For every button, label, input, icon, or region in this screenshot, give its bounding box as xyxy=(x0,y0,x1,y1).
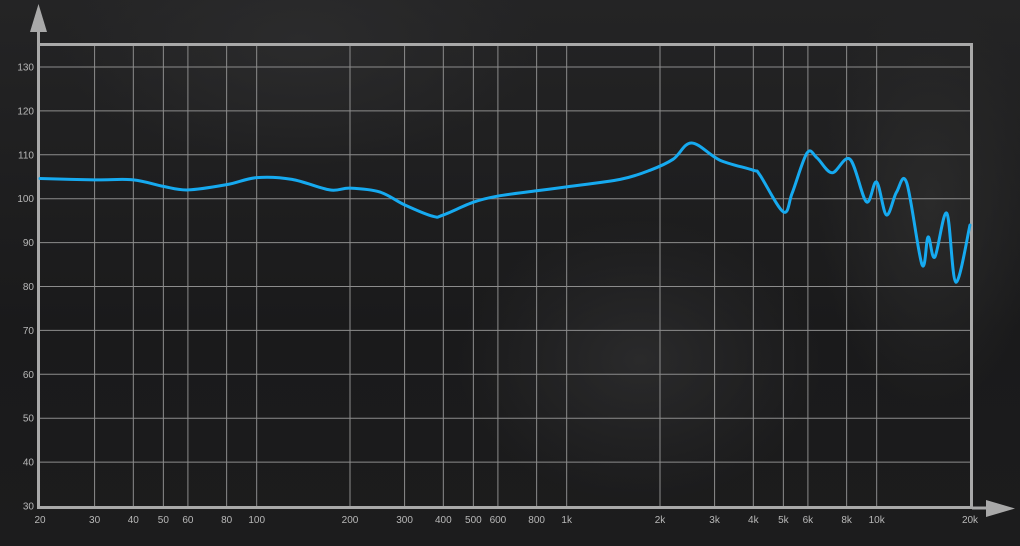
x-tick-label: 400 xyxy=(435,515,452,526)
x-tick-label: 40 xyxy=(128,515,140,526)
x-tick-label: 8k xyxy=(841,515,853,526)
plot-frame xyxy=(37,43,973,509)
y-tick-label: 110 xyxy=(18,150,34,161)
axes xyxy=(30,4,1015,517)
y-tick-label: 100 xyxy=(17,194,34,205)
series xyxy=(38,141,972,284)
x-tick-label: 600 xyxy=(490,515,507,526)
y-axis-arrow-icon xyxy=(30,4,47,32)
x-tick-label: 500 xyxy=(465,515,482,526)
x-tick-label: 6k xyxy=(803,515,815,526)
x-tick-label: 20 xyxy=(34,515,46,526)
x-tick-label: 200 xyxy=(342,515,359,526)
y-tick-label: 30 xyxy=(23,502,35,513)
y-tick-label: 80 xyxy=(23,282,35,293)
x-tick-label: 50 xyxy=(158,515,170,526)
x-tick-label: 80 xyxy=(221,515,233,526)
x-tick-label: 4k xyxy=(748,515,760,526)
x-tick-label: 60 xyxy=(182,515,194,526)
y-tick-label: 40 xyxy=(23,458,35,469)
y-tick-labels: 30 40 50 60 70 80 90 100 110 120 130 xyxy=(17,63,34,513)
x-tick-label: 2k xyxy=(655,515,667,526)
x-tick-label: 20k xyxy=(962,515,979,526)
x-tick-label: 10k xyxy=(869,515,886,526)
y-tick-label: 130 xyxy=(17,63,34,74)
y-tick-label: 90 xyxy=(23,238,35,249)
y-tick-label: 120 xyxy=(17,106,34,117)
y-tick-label: 50 xyxy=(23,414,35,425)
x-tick-label: 1k xyxy=(561,515,573,526)
x-tick-label: 3k xyxy=(709,515,721,526)
grid xyxy=(40,45,970,506)
x-axis-arrow-icon xyxy=(986,500,1015,517)
x-tick-labels: 20 30 40 50 60 80 100 200 300 400 500 600 800 1k 2k 3k 4… xyxy=(34,515,979,526)
y-tick-label: 60 xyxy=(23,370,35,381)
x-tick-label: 100 xyxy=(248,515,265,526)
x-tick-label: 800 xyxy=(528,515,545,526)
x-tick-label: 30 xyxy=(89,515,101,526)
x-tick-label: 5k xyxy=(778,515,790,526)
y-tick-label: 70 xyxy=(23,326,35,337)
frequency-response-line xyxy=(38,141,972,284)
x-tick-label: 300 xyxy=(396,515,413,526)
